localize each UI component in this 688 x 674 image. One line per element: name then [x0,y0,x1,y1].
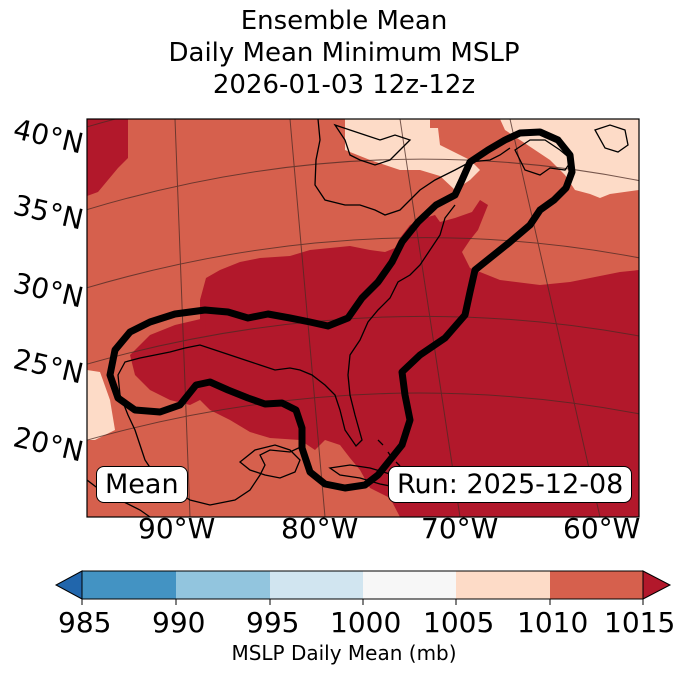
colorbar-tick-990: 990 [152,606,206,639]
colorbar-tick-1005: 1005 [423,606,495,639]
parallel-30n [87,237,639,289]
parallel-20n [87,392,639,441]
colorbar-swatch-1000-1005 [363,571,456,599]
graticule [87,119,639,517]
meridian-60w [509,119,601,517]
parallel-25n [87,315,639,365]
meridian-70w [399,119,461,517]
colorbar-tick-985: 985 [58,606,112,639]
colorbar-ticks [81,599,644,605]
colorbar-tick-1010: 1010 [517,606,589,639]
mean-badge: Mean [96,466,188,503]
field-1005-1010-north [345,119,480,190]
title-line-1: Ensemble Mean [240,6,448,36]
colorbar-extend-high [642,570,672,600]
map-area [87,119,639,517]
colorbar-swatch-990-995 [176,571,270,599]
lon-label-70w: 70°W [421,512,499,545]
colorbar-swatch-1010-1015 [550,571,643,599]
meridian-90w [174,119,191,517]
title-line-2: Daily Mean Minimum MSLP [168,38,520,68]
colorbar-swatch-1005-1010 [456,571,550,599]
coast-yucatan [238,444,301,479]
colorbar-tick-1000: 1000 [330,606,402,639]
colorbar-swatch-985-990 [82,571,176,599]
map-frame [86,118,640,518]
run-badge: Run: 2025-12-08 [388,466,633,503]
field-1005-1010-southwest [87,370,115,440]
colorbar-swatch-995-1000 [270,571,363,599]
colorbar-tick-1015: 1015 [604,606,676,639]
contour-1015 [106,128,576,492]
colorbar-extend-low [54,570,83,600]
lon-label-60w: 60°W [563,512,641,545]
lon-label-80w: 80°W [281,512,359,545]
colorbar [54,570,672,605]
title-line-3: 2026-01-03 12z-12z [212,70,476,100]
coast-great-lakes [333,123,412,166]
colorbar-label: MSLP Daily Mean (mb) [231,641,457,665]
colorbar-tick-995: 995 [246,606,300,639]
coast-seaboard [117,204,456,506]
field-above-1015-northwest [87,119,128,196]
coast-newfoundland [594,124,629,153]
lon-label-90w: 90°W [138,512,216,545]
